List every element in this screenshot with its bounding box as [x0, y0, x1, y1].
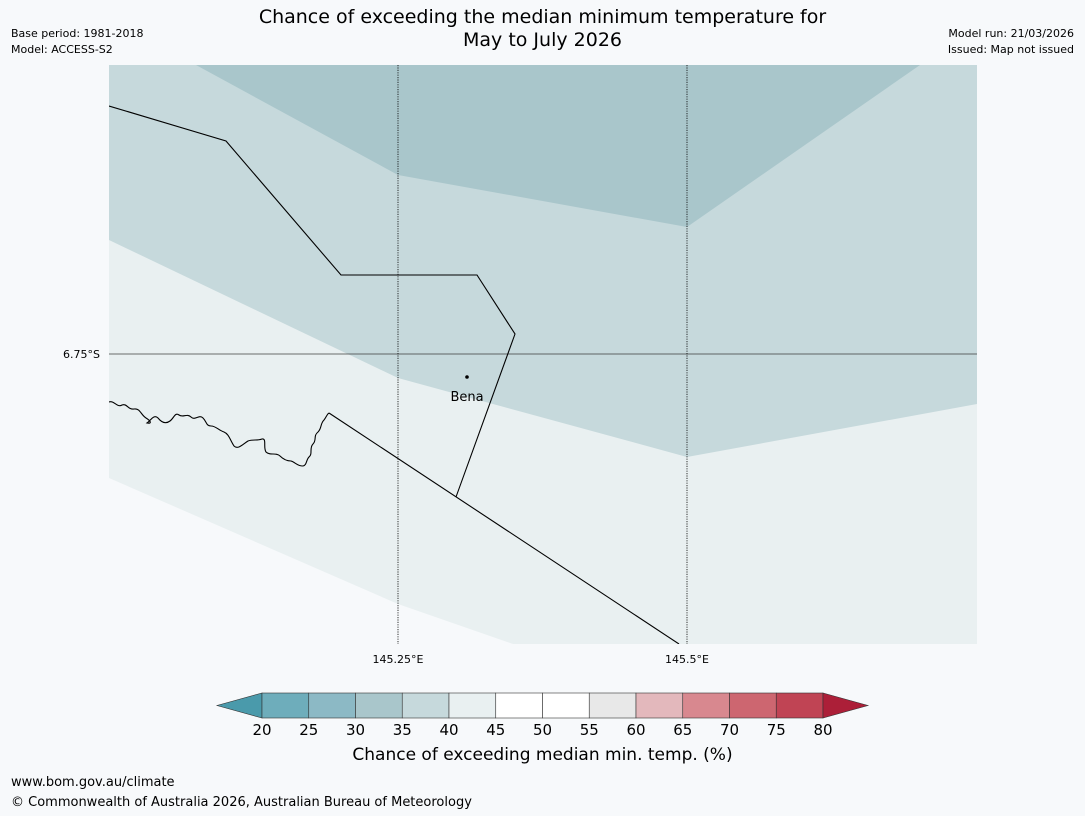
- colorbar-extend-low: [215, 692, 263, 719]
- colorbar-segment: [448, 692, 497, 719]
- colorbar-segment: [542, 692, 590, 719]
- colorbar-tick-label: 75: [767, 721, 786, 739]
- meta-right: Model run: 21/03/2026 Issued: Map not is…: [948, 26, 1074, 58]
- coastline-boundary: [109, 401, 330, 467]
- colorbar-label: Chance of exceeding median min. temp. (%…: [352, 745, 733, 765]
- colorbar-tick-label: 80: [813, 721, 832, 739]
- colorbar-extend-high: [822, 692, 870, 719]
- colorbar-tick-label: 30: [346, 721, 365, 739]
- province-boundary-south: [328, 412, 680, 644]
- colorbar-segment: [495, 692, 543, 719]
- longitude-label-145-5: 145.5°E: [665, 653, 709, 666]
- base-period: Base period: 1981-2018: [11, 27, 144, 40]
- colorbar-segment: [355, 692, 403, 719]
- place-marker-bena: [465, 375, 469, 379]
- colorbar-segment: [308, 692, 356, 719]
- colorbar-tick-label: 20: [252, 721, 271, 739]
- colorbar-tick-label: 70: [720, 721, 739, 739]
- map: Bena 6.75°S 145.25°E 145.5°E: [63, 65, 977, 666]
- colorbar-tick-label: 55: [580, 721, 599, 739]
- colorbar-segment: [729, 692, 777, 719]
- zone-35-40: [196, 65, 920, 227]
- colorbar-segment: [775, 692, 824, 719]
- title-line-1: Chance of exceeding the median minimum t…: [258, 6, 827, 28]
- colorbar-tick-label: 25: [299, 721, 318, 739]
- meta-left: Base period: 1981-2018 Model: ACCESS-S2: [11, 26, 143, 58]
- zone-outside: [109, 478, 513, 644]
- colorbar-segment: [588, 692, 637, 719]
- footer-copyright: © Commonwealth of Australia 2026, Austra…: [11, 795, 472, 810]
- colorbar-tick-label: 50: [533, 721, 552, 739]
- colorbar-segment: [635, 692, 684, 719]
- latitude-label: 6.75°S: [63, 348, 100, 361]
- colorbar-tick-label: 40: [439, 721, 458, 739]
- colorbar-segment: [261, 692, 310, 719]
- model-name: Model: ACCESS-S2: [11, 43, 113, 56]
- title-line-2: May to July 2026: [463, 29, 622, 51]
- place-label-bena: Bena: [450, 390, 483, 405]
- footer-url: www.bom.gov.au/climate: [11, 775, 175, 790]
- colorbar-tick-label: 45: [486, 721, 505, 739]
- map-title: Chance of exceeding the median minimum t…: [0, 6, 1085, 52]
- model-run: Model run: 21/03/2026: [948, 27, 1074, 40]
- province-boundary-north: [109, 105, 516, 498]
- colorbar-segment: [401, 692, 450, 719]
- issued-status: Issued: Map not issued: [947, 43, 1074, 56]
- colorbar-tick-label: 60: [626, 721, 645, 739]
- longitude-label-145-25: 145.25°E: [373, 653, 424, 666]
- colorbar-segment: [682, 692, 730, 719]
- colorbar-tick-label: 35: [393, 721, 412, 739]
- colorbar-tick-label: 65: [673, 721, 692, 739]
